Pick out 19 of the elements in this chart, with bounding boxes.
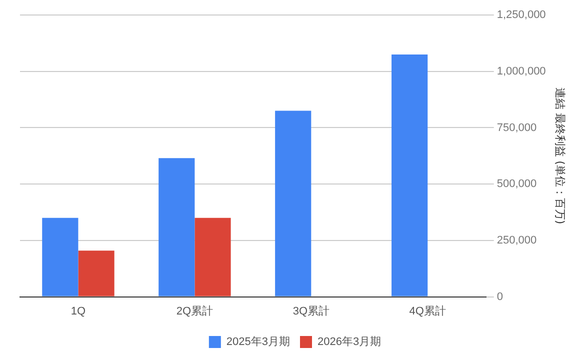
x-tick-label: 3Q累計: [292, 304, 330, 318]
y-tick-label: 0: [496, 290, 503, 303]
bar: [78, 250, 114, 296]
bar: [194, 218, 231, 296]
bar: [392, 54, 428, 296]
y-tick-label: 1,250,000: [496, 9, 546, 22]
bar: [158, 158, 195, 296]
bar: [275, 110, 312, 296]
legend-label: 2025年3月期: [226, 336, 290, 348]
legend-label: 2026年3月期: [318, 336, 382, 348]
y-tick-label: 750,000: [496, 122, 537, 134]
bar: [42, 218, 78, 296]
y-axis-title: 連結 最終利益 (単位：百万): [554, 88, 567, 224]
x-tick-label: 2Q累計: [176, 304, 214, 318]
x-tick-label: 1Q: [70, 305, 86, 318]
x-tick-label: 4Q累計: [409, 304, 446, 318]
y-tick-label: 1,000,000: [496, 65, 546, 78]
y-tick-label: 500,000: [496, 178, 537, 190]
y-tick-label: 250,000: [496, 234, 537, 246]
